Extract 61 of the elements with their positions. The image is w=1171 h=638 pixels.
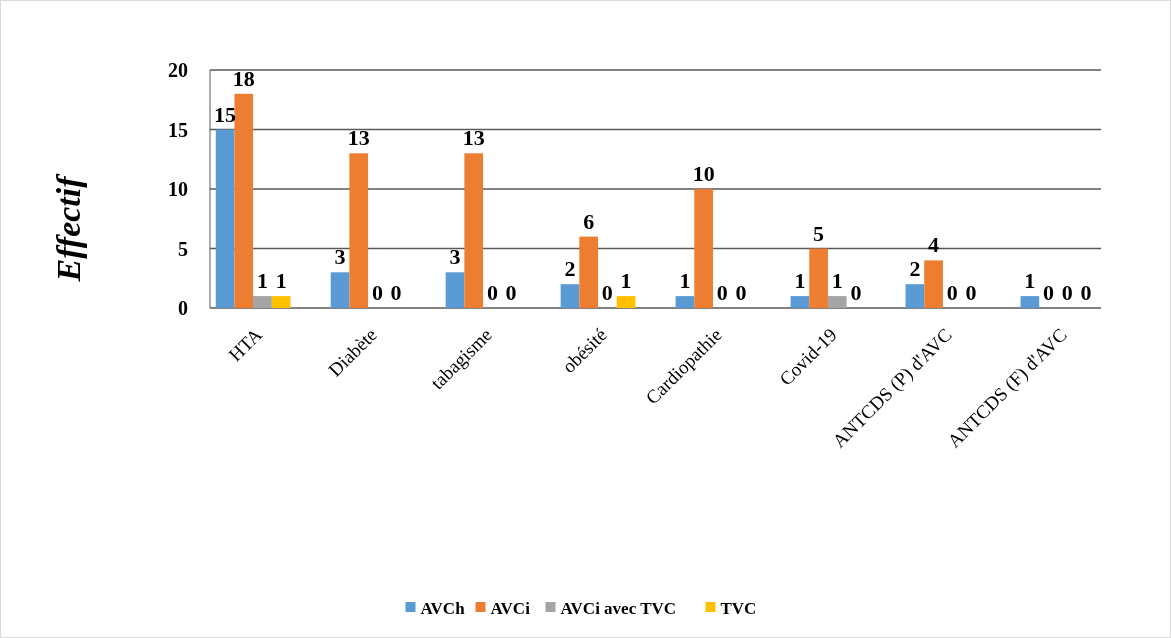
data-label: 2 xyxy=(564,256,576,282)
data-label: 2 xyxy=(909,256,921,282)
legend-label: AVCh xyxy=(420,598,466,618)
y-tick-label: 10 xyxy=(168,178,188,200)
data-label: 3 xyxy=(334,244,346,270)
data-label: 0 xyxy=(1043,280,1055,305)
bar xyxy=(464,153,484,308)
data-label: 1 xyxy=(831,268,843,294)
bar xyxy=(675,296,695,308)
bar xyxy=(790,296,810,308)
bar xyxy=(560,284,580,308)
data-label: 0 xyxy=(371,280,383,305)
data-label: 1 xyxy=(275,268,287,294)
y-tick-label: 15 xyxy=(168,118,188,141)
y-tick-label: 5 xyxy=(178,237,188,260)
data-label: 6 xyxy=(583,208,595,234)
data-label: 0 xyxy=(965,280,977,305)
bar xyxy=(905,284,925,308)
legend-label: AVCi avec TVC xyxy=(560,598,677,618)
bar xyxy=(616,296,636,308)
data-label: 13 xyxy=(462,125,485,151)
data-label: 0 xyxy=(1080,280,1092,305)
data-label: 0 xyxy=(601,280,613,305)
data-label: 10 xyxy=(692,161,715,186)
bar xyxy=(253,296,272,308)
data-label: 15 xyxy=(214,101,237,127)
data-label: 0 xyxy=(1061,280,1073,305)
data-label: 13 xyxy=(347,125,370,151)
bar xyxy=(215,129,235,308)
data-label: 1 xyxy=(794,268,806,294)
bar xyxy=(827,296,847,308)
bar xyxy=(445,272,465,308)
data-label: 5 xyxy=(813,220,825,246)
legend-label: AVCi xyxy=(490,598,531,618)
x-tick-label: HTA xyxy=(224,323,267,366)
legend-label: TVC xyxy=(720,598,757,618)
data-label: 1 xyxy=(256,268,268,294)
data-label: 0 xyxy=(850,280,862,305)
bar xyxy=(809,248,828,308)
data-label: 18 xyxy=(232,65,255,91)
data-label: 0 xyxy=(735,280,747,305)
bar xyxy=(330,272,350,308)
data-label: 0 xyxy=(486,280,498,305)
data-label: 1 xyxy=(620,268,632,294)
y-tick-label: 0 xyxy=(178,297,188,319)
bar xyxy=(234,93,254,308)
data-label: 1 xyxy=(679,268,691,294)
bar xyxy=(1020,296,1040,308)
bar xyxy=(349,153,369,308)
y-tick-label: 20 xyxy=(168,59,188,81)
y-axis-title: Effectif xyxy=(50,172,87,283)
data-label: 1 xyxy=(1024,268,1036,294)
data-label: 0 xyxy=(716,280,728,305)
bar xyxy=(694,189,713,308)
data-label: 3 xyxy=(449,244,461,270)
bar xyxy=(271,296,291,308)
bar xyxy=(924,260,943,308)
data-label: 0 xyxy=(390,280,402,305)
bar xyxy=(579,236,599,308)
data-label: 0 xyxy=(505,280,517,305)
data-label: 0 xyxy=(946,280,958,305)
